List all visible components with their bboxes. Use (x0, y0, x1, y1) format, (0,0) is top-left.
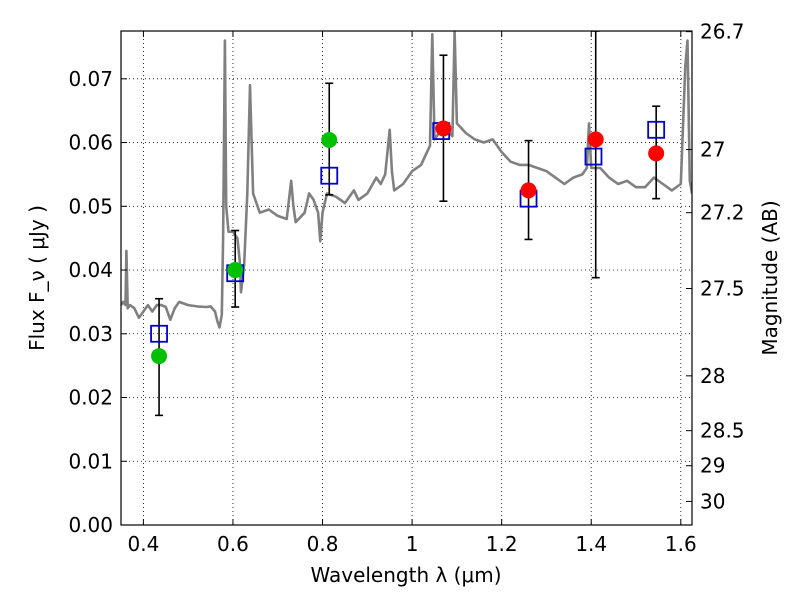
magnitude-tick-label: 28.5 (700, 419, 745, 443)
y-tick-label: 0.01 (68, 449, 113, 473)
magnitude-axis-label: Magnitude (AB) (758, 200, 782, 355)
model-photometry-square (150, 324, 168, 343)
x-axis-label: Wavelength λ (μm) (310, 563, 501, 587)
y-tick-label: 0.03 (68, 322, 113, 346)
x-tick-label: 1 (406, 532, 419, 556)
y-tick-label: 0.05 (68, 194, 113, 218)
y-tick-label: 0.07 (68, 67, 113, 91)
y-tick-label: 0.02 (68, 386, 113, 410)
x-tick-label: 1.4 (575, 532, 607, 556)
magnitude-tick-label: 27 (700, 138, 725, 162)
magnitude-tick-label: 27.5 (700, 277, 745, 301)
y-tick-label: 0.06 (68, 131, 113, 155)
magnitude-tick-label: 27.2 (700, 201, 745, 225)
magnitude-tick-label: 29 (700, 454, 725, 478)
observed-flux-point (648, 145, 665, 162)
y-axis-label: Flux F_ν ( μJy ) (25, 205, 49, 351)
x-tick-label: 1.2 (486, 532, 518, 556)
plot-area (121, 31, 692, 417)
x-tick-label: 1.6 (665, 532, 697, 556)
y-tick-label: 0.04 (68, 258, 113, 282)
model-spectrum-line (121, 31, 692, 329)
model-photometry-square (320, 166, 339, 185)
model-photometry-square (584, 147, 603, 166)
model-photometry-square (647, 120, 666, 139)
y-axis: 0.00 0.01 0.02 0.03 0.04 0.05 0.06 0.07 (68, 67, 127, 537)
plot-frame (120, 30, 693, 526)
magnitude-axis: 26.7 27 27.2 27.5 28 28.5 29 30 (686, 20, 745, 513)
x-tick-label: 0.8 (307, 532, 339, 556)
x-tick-label: 0.6 (217, 532, 249, 556)
observed-flux-point (321, 131, 338, 148)
observed-flux-point (435, 120, 452, 137)
magnitude-tick-label: 26.7 (700, 20, 745, 44)
observed-flux-point (587, 131, 604, 148)
magnitude-tick-label: 28 (700, 364, 725, 388)
observed-flux-point (227, 262, 244, 279)
observed-flux-point (520, 182, 537, 199)
x-tick-label: 0.4 (127, 532, 159, 556)
observed-flux-point (151, 348, 168, 365)
y-tick-label: 0.00 (68, 513, 113, 537)
grid (121, 31, 692, 526)
x-axis: 0.4 0.6 0.8 1 1.2 1.4 1.6 (127, 31, 697, 556)
magnitude-tick-label: 30 (700, 489, 725, 513)
